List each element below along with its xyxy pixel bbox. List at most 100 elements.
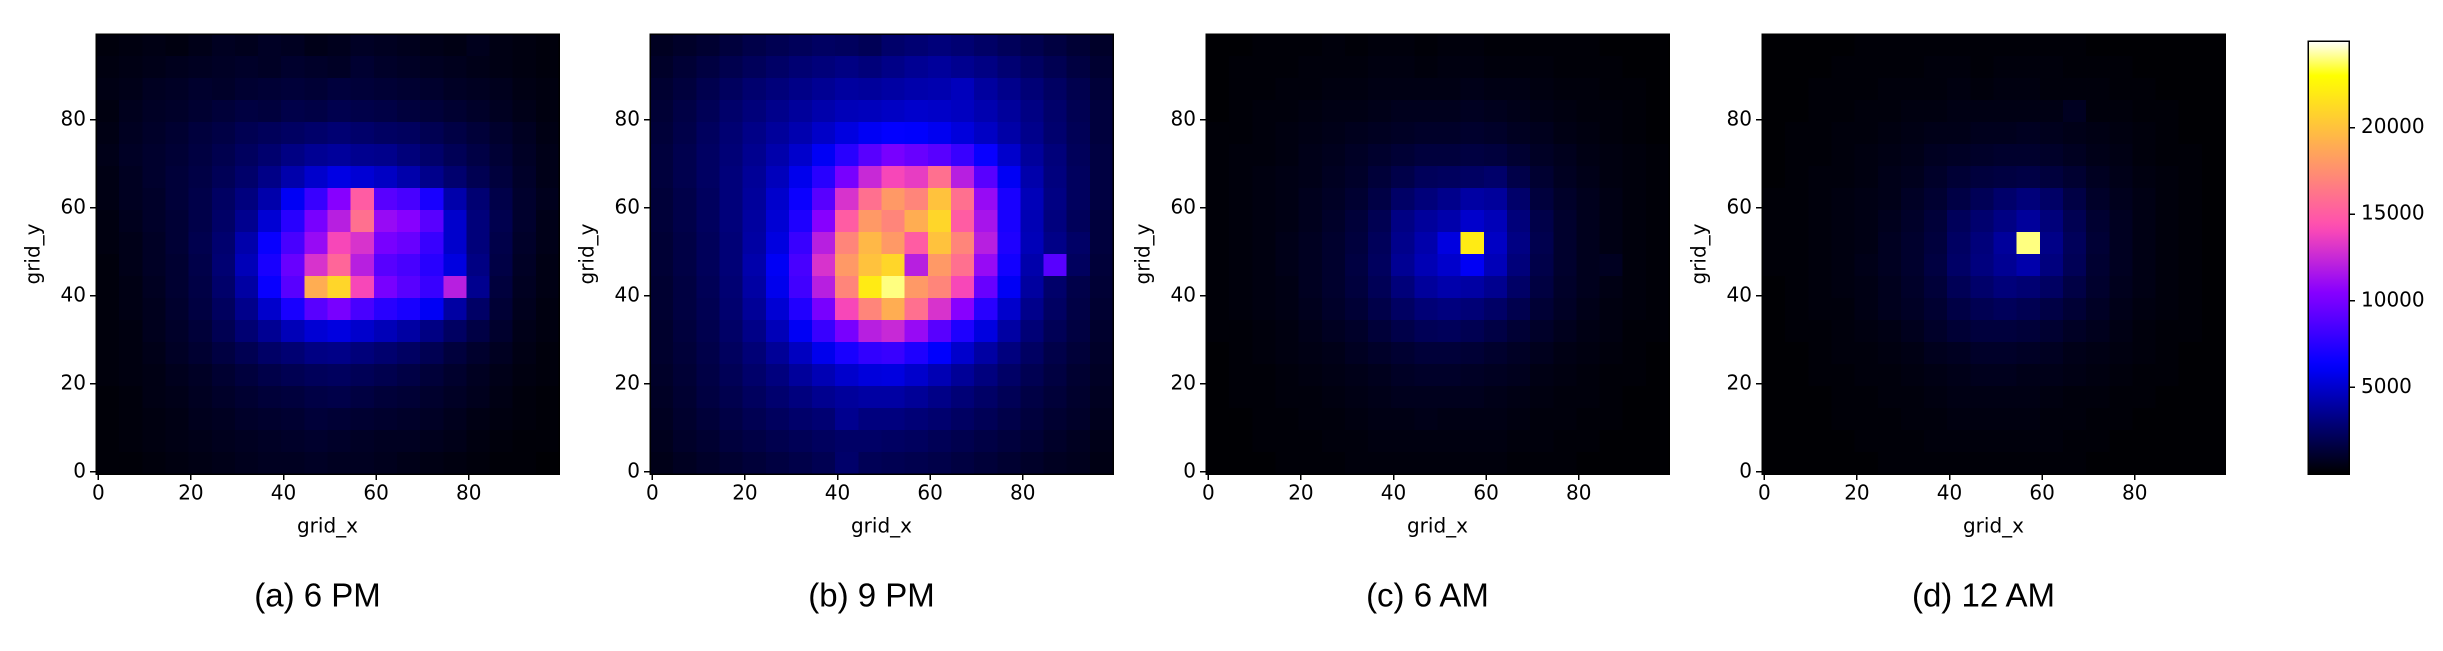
heat-cell: [1298, 452, 1323, 475]
heat-cell: [2178, 144, 2203, 167]
heat-cell: [904, 452, 929, 475]
heat-cell: [1414, 254, 1438, 277]
heat-cell: [1900, 254, 1925, 277]
heat-cell: [96, 298, 120, 321]
heat-cell: [1622, 122, 1647, 145]
heat-cell: [974, 144, 998, 167]
heat-cell: [719, 386, 744, 409]
heat-cell: [904, 430, 929, 453]
heat-cell: [1089, 408, 1114, 431]
heat-cell: [489, 34, 514, 57]
heat-cell: [1089, 56, 1114, 79]
heat-cell: [234, 254, 259, 277]
heat-cell: [904, 232, 929, 255]
heat-cell: [719, 254, 744, 277]
heat-cell: [2039, 276, 2064, 299]
heat-cell: [1970, 100, 1994, 123]
heat-cell: [466, 122, 491, 145]
heat-cell: [512, 232, 537, 255]
heat-cell: [904, 188, 929, 211]
heat-cell: [1831, 100, 1856, 123]
heat-cell: [350, 386, 375, 409]
heat-cell: [1391, 122, 1415, 145]
heat-cell: [858, 408, 882, 431]
heat-cell: [165, 78, 190, 101]
heat-cell: [258, 452, 282, 475]
heat-cell: [211, 298, 236, 321]
heat-cell: [396, 298, 421, 321]
heat-cell: [489, 276, 514, 299]
heat-cell: [1622, 276, 1647, 299]
heat-cell: [1275, 56, 1300, 79]
heat-cell: [1785, 100, 1809, 123]
heat-cell: [2039, 452, 2064, 475]
heat-cell: [2086, 342, 2110, 365]
heat-cell: [420, 232, 444, 255]
heat-cell: [1877, 56, 1902, 79]
heat-cell: [1854, 342, 1879, 365]
heat-cell: [1298, 408, 1323, 431]
heat-cell: [512, 56, 537, 79]
heat-cell: [373, 430, 398, 453]
x-tick-label: 20: [1844, 481, 1869, 505]
heat-cell: [1043, 430, 1068, 453]
heat-cell: [1900, 298, 1925, 321]
heat-cell: [1066, 342, 1091, 365]
heat-cell: [2109, 298, 2133, 321]
heat-cell: [696, 144, 720, 167]
heat-cell: [974, 298, 998, 321]
heat-cell: [2132, 78, 2157, 101]
heat-cell: [396, 430, 421, 453]
heat-cell: [1900, 452, 1925, 475]
heat-cell: [373, 188, 398, 211]
heat-cell: [535, 144, 560, 167]
heat-cell: [696, 56, 720, 79]
heat-cell: [1483, 276, 1508, 299]
heat-cell: [1089, 364, 1114, 387]
heat-cell: [1530, 56, 1554, 79]
heat-cell: [535, 210, 560, 233]
heat-cell: [1368, 364, 1392, 387]
heat-cell: [1831, 56, 1856, 79]
heat-cell: [1043, 188, 1068, 211]
heat-cell: [466, 320, 491, 343]
heat-cell: [2178, 34, 2203, 57]
heat-cell: [1437, 298, 1462, 321]
heat-cell: [673, 254, 697, 277]
heat-cell: [1645, 56, 1670, 79]
heat-cell: [997, 34, 1021, 57]
heat-cell: [1762, 100, 1786, 123]
heat-cell: [812, 386, 836, 409]
heat-cell: [2155, 166, 2180, 189]
heat-cell: [1391, 210, 1415, 233]
heat-cell: [1762, 34, 1786, 57]
heat-cell: [1252, 408, 1276, 431]
heat-cell: [2016, 320, 2041, 343]
heat-cell: [1645, 408, 1670, 431]
heat-cell: [1252, 276, 1276, 299]
heat-cell: [420, 298, 444, 321]
heat-cell: [489, 122, 514, 145]
heat-cell: [142, 188, 166, 211]
heat-cell: [1831, 364, 1856, 387]
heat-cell: [373, 78, 398, 101]
heat-cell: [1877, 386, 1902, 409]
heat-cell: [1483, 408, 1508, 431]
heat-cell: [1414, 188, 1438, 211]
heat-cell: [1506, 210, 1531, 233]
heat-cell: [1854, 254, 1879, 277]
heat-cell: [1785, 56, 1809, 79]
heat-cell: [1321, 78, 1346, 101]
heat-cell: [881, 430, 906, 453]
heat-cell: [142, 210, 166, 233]
heat-cell: [812, 144, 836, 167]
heat-cell: [950, 254, 975, 277]
heat-cell: [2132, 430, 2157, 453]
heat-cell: [1020, 254, 1045, 277]
heat-cell: [2062, 320, 2087, 343]
heat-cell: [466, 386, 491, 409]
heat-cell: [2178, 78, 2203, 101]
heat-cell: [443, 210, 467, 233]
heat-cell: [1970, 122, 1994, 145]
heat-cell: [211, 408, 236, 431]
